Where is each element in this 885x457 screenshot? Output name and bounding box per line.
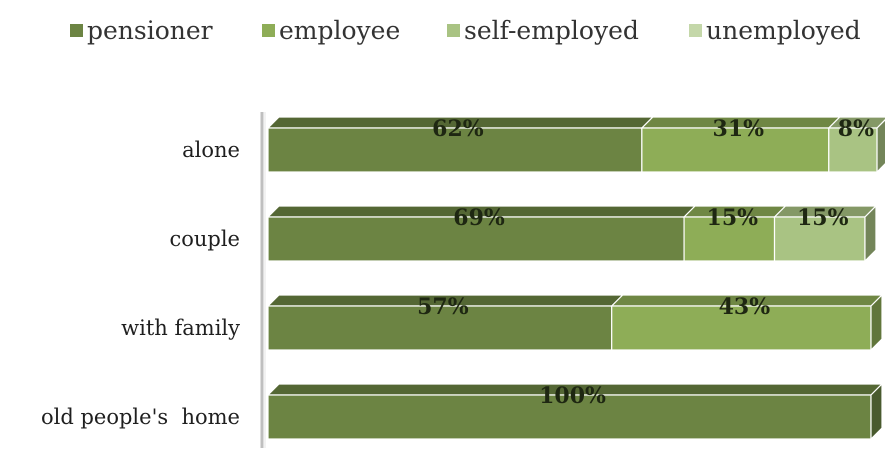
legend-swatch-employee — [262, 24, 275, 37]
legend-swatch-self-employed — [447, 24, 460, 37]
legend: pensioner employee self-employed unemployed — [70, 16, 861, 45]
category-axis: alone couple with family old people's home — [41, 112, 266, 448]
data-label-self-employed: 15% — [797, 205, 849, 231]
category-label: alone — [182, 138, 240, 162]
bar-side-self-employed — [876, 119, 885, 174]
data-label-self-employed: 8% — [838, 116, 874, 142]
bar-side-pensioner — [870, 382, 883, 441]
legend-label-pensioner: pensioner — [87, 16, 213, 45]
bar-employee — [611, 305, 872, 351]
data-label-employee: 43% — [719, 294, 771, 320]
category-label: old people's home — [41, 405, 240, 429]
legend-label-employee: employee — [279, 16, 400, 45]
legend-label-unemployed: unemployed — [706, 16, 861, 45]
data-label-pensioner: 69% — [453, 205, 505, 231]
bars: 62% 31% 8% 69% 15% 15% 57% 43% 100% — [266, 116, 885, 441]
category-label: couple — [169, 227, 240, 251]
legend-label-self-employed: self-employed — [464, 16, 639, 45]
data-label-pensioner: 100% — [539, 383, 606, 409]
bar-side-employee — [870, 293, 883, 352]
data-label-employee: 15% — [707, 205, 759, 231]
bar-self-employed — [773, 216, 866, 262]
category-label: with family — [121, 316, 240, 340]
bar-pensioner — [267, 305, 613, 351]
bar-pensioner — [267, 216, 685, 262]
bar-side-self-employed — [864, 204, 877, 263]
bar-pensioner — [267, 127, 643, 173]
legend-swatch-pensioner — [70, 24, 83, 37]
bar-employee — [683, 216, 776, 262]
bar-employee — [641, 127, 830, 173]
bar-pensioner — [267, 394, 872, 440]
data-label-employee: 31% — [713, 116, 765, 142]
data-label-pensioner: 62% — [432, 116, 484, 142]
data-label-pensioner: 57% — [417, 294, 469, 320]
legend-swatch-unemployed — [689, 24, 702, 37]
